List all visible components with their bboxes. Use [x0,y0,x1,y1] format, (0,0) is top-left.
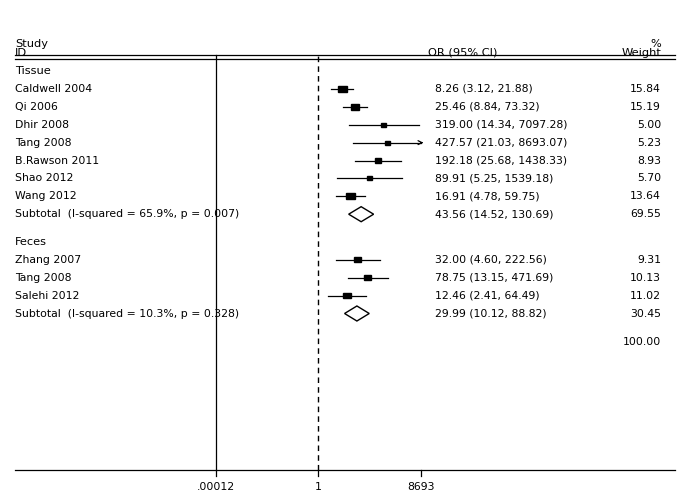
Text: 319.00 (14.34, 7097.28): 319.00 (14.34, 7097.28) [435,120,567,130]
Text: 11.02: 11.02 [630,291,661,300]
Text: 29.99 (10.12, 88.82): 29.99 (10.12, 88.82) [435,308,547,319]
Text: Caldwell 2004: Caldwell 2004 [15,84,92,94]
Text: OR (95% CI): OR (95% CI) [427,48,497,58]
Text: Wang 2012: Wang 2012 [15,192,77,201]
Text: Feces: Feces [15,237,47,247]
Polygon shape [349,207,373,222]
Text: 8.93: 8.93 [637,156,661,165]
Text: 15.84: 15.84 [630,84,661,94]
Text: 15.19: 15.19 [630,102,661,112]
Text: 32.00 (4.60, 222.56): 32.00 (4.60, 222.56) [435,255,547,265]
FancyBboxPatch shape [338,86,347,92]
FancyBboxPatch shape [346,193,355,200]
Text: Tang 2008: Tang 2008 [15,273,71,283]
Text: 89.91 (5.25, 1539.18): 89.91 (5.25, 1539.18) [435,173,553,183]
Text: Study: Study [15,39,48,49]
Text: Salehi 2012: Salehi 2012 [15,291,79,300]
Text: 13.64: 13.64 [630,192,661,201]
FancyBboxPatch shape [366,176,372,180]
Text: .00012: .00012 [197,482,235,492]
Text: %: % [650,39,661,49]
FancyBboxPatch shape [375,158,382,163]
Text: 30.45: 30.45 [630,308,661,319]
Text: 78.75 (13.15, 471.69): 78.75 (13.15, 471.69) [435,273,553,283]
FancyBboxPatch shape [364,275,371,280]
Text: Subtotal  (I-squared = 65.9%, p = 0.007): Subtotal (I-squared = 65.9%, p = 0.007) [15,209,239,219]
Text: 100.00: 100.00 [623,337,661,347]
Text: 5.70: 5.70 [637,173,661,183]
Text: Subtotal  (I-squared = 10.3%, p = 0.328): Subtotal (I-squared = 10.3%, p = 0.328) [15,308,239,319]
Text: 8693: 8693 [408,482,435,492]
FancyBboxPatch shape [382,123,386,127]
Text: 192.18 (25.68, 1438.33): 192.18 (25.68, 1438.33) [435,156,567,165]
Text: Zhang 2007: Zhang 2007 [15,255,82,265]
Text: 8.26 (3.12, 21.88): 8.26 (3.12, 21.88) [435,84,533,94]
Text: 43.56 (14.52, 130.69): 43.56 (14.52, 130.69) [435,209,553,219]
Text: Tissue: Tissue [15,66,51,76]
Text: 5.00: 5.00 [637,120,661,130]
Text: Weight: Weight [621,48,661,58]
FancyBboxPatch shape [384,141,390,145]
Text: 1: 1 [315,482,322,492]
FancyBboxPatch shape [343,293,351,298]
FancyBboxPatch shape [354,258,361,263]
Text: 25.46 (8.84, 73.32): 25.46 (8.84, 73.32) [435,102,540,112]
FancyBboxPatch shape [351,104,360,110]
Text: 9.31: 9.31 [637,255,661,265]
Text: 16.91 (4.78, 59.75): 16.91 (4.78, 59.75) [435,192,540,201]
Text: 69.55: 69.55 [630,209,661,219]
Text: 10.13: 10.13 [630,273,661,283]
Text: Qi 2006: Qi 2006 [15,102,58,112]
Text: 5.23: 5.23 [637,138,661,148]
Text: ID: ID [15,48,27,58]
Text: Shao 2012: Shao 2012 [15,173,73,183]
Text: 427.57 (21.03, 8693.07): 427.57 (21.03, 8693.07) [435,138,567,148]
Text: 12.46 (2.41, 64.49): 12.46 (2.41, 64.49) [435,291,540,300]
Text: Tang 2008: Tang 2008 [15,138,71,148]
Polygon shape [345,306,369,321]
Text: B.Rawson 2011: B.Rawson 2011 [15,156,99,165]
Text: Dhir 2008: Dhir 2008 [15,120,69,130]
